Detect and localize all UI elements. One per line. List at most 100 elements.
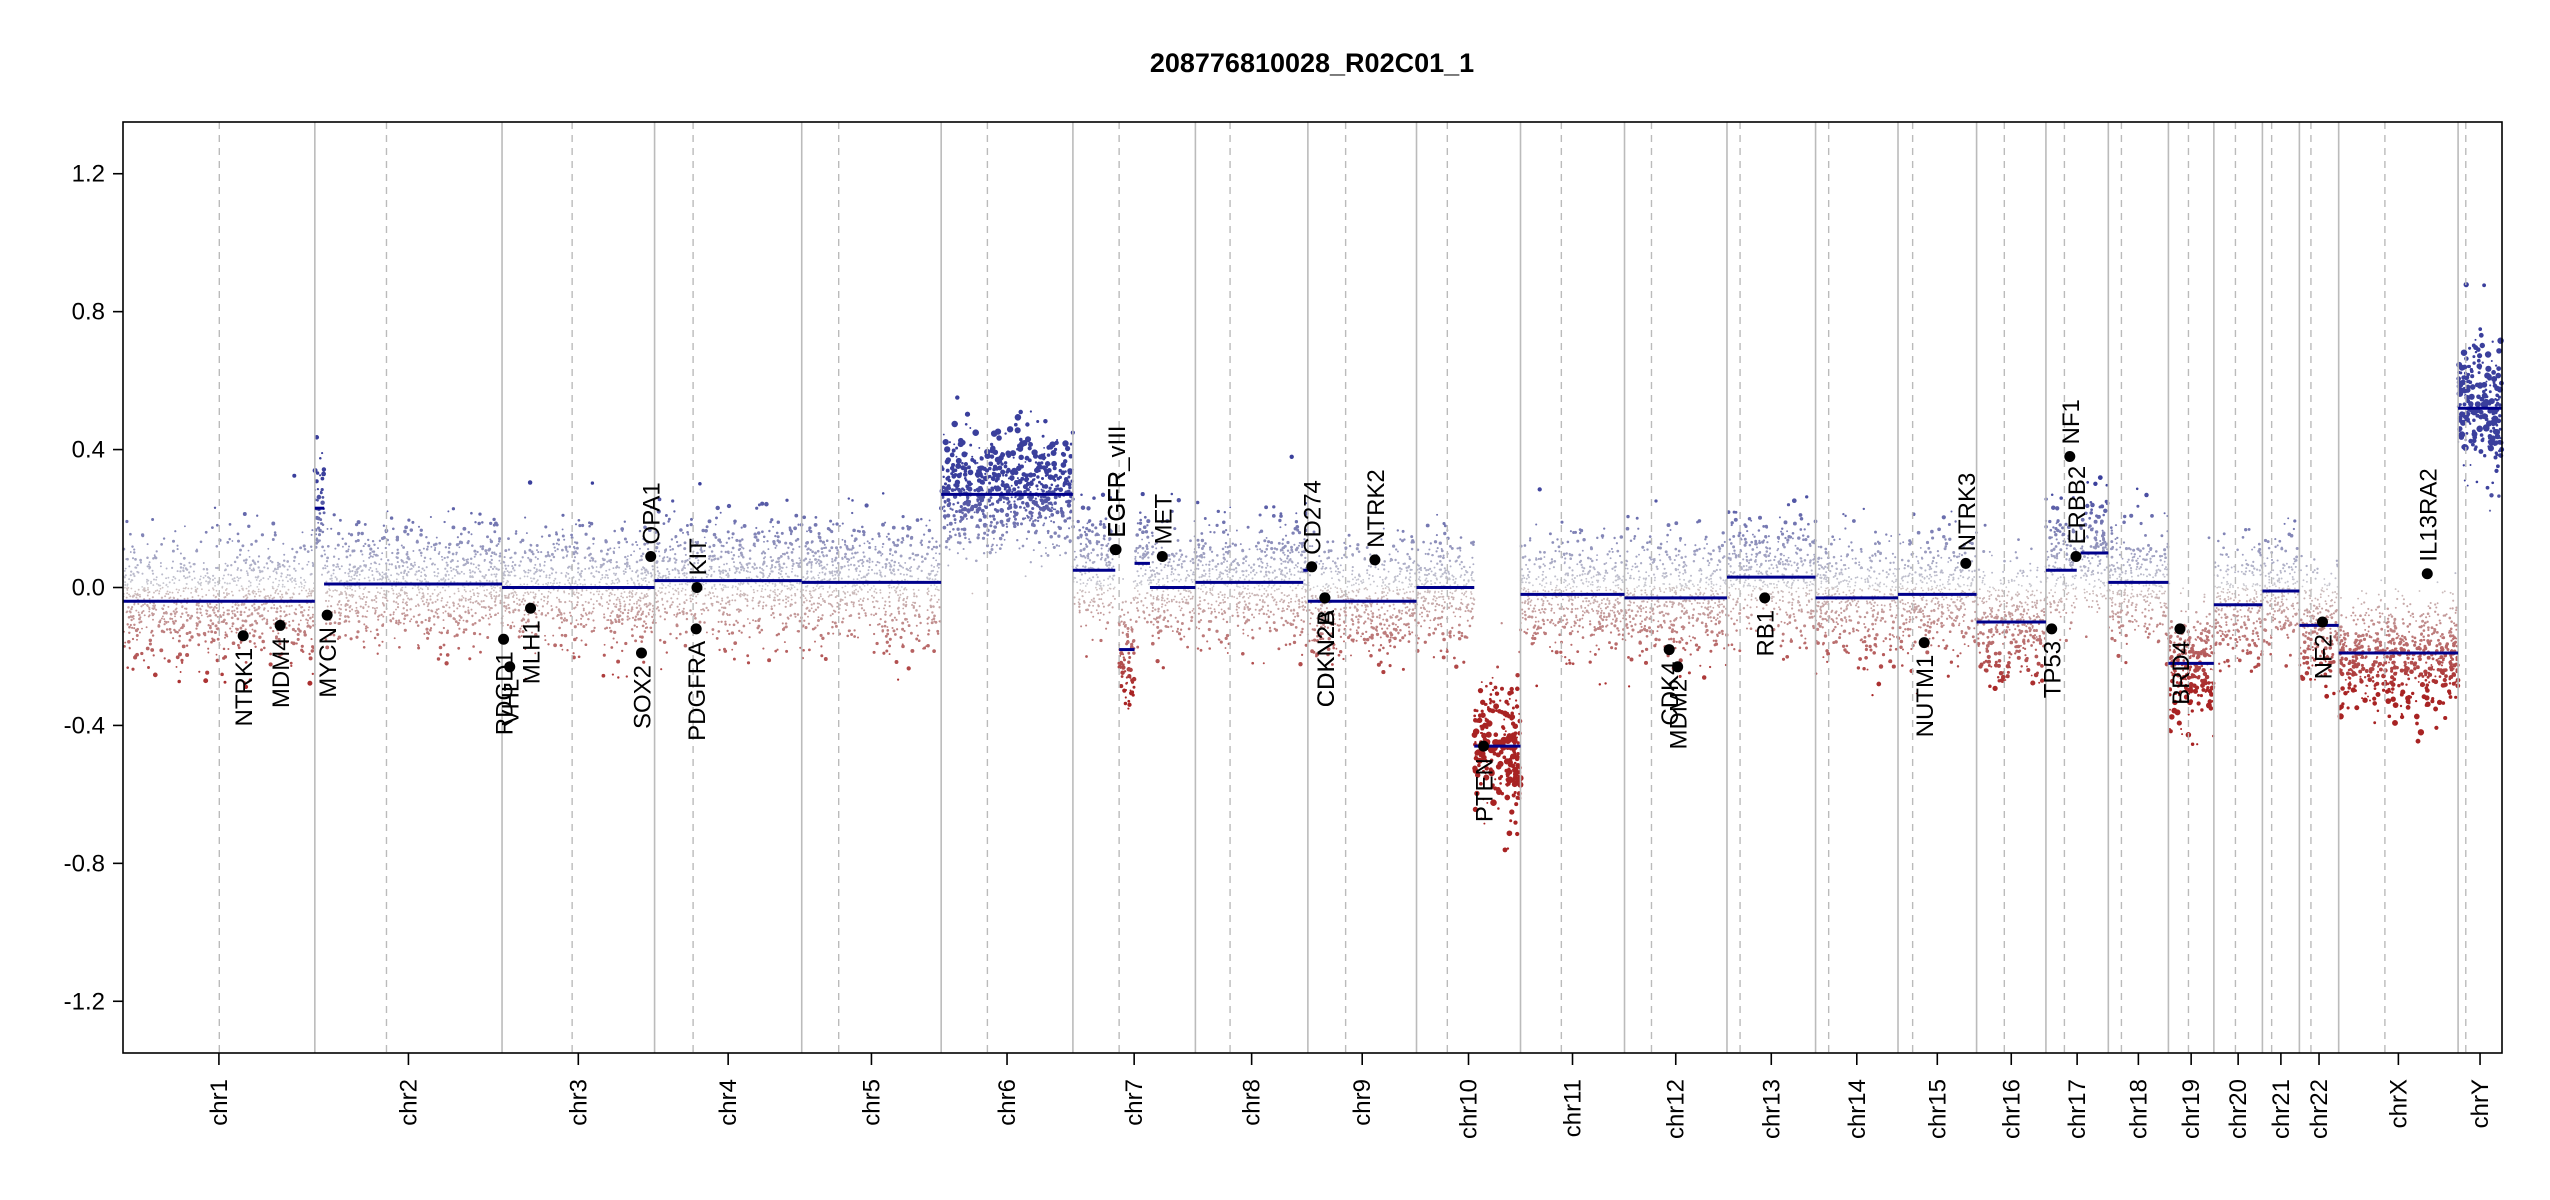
probe-point: [230, 590, 233, 593]
probe-point: [362, 560, 365, 562]
probe-point: [1005, 512, 1010, 518]
probe-point: [814, 640, 816, 643]
probe-point: [810, 577, 813, 580]
probe-point: [172, 575, 175, 578]
probe-point: [835, 587, 838, 590]
probe-point: [276, 568, 279, 570]
probe-point: [760, 628, 764, 632]
probe-point: [287, 588, 290, 591]
probe-point: [992, 529, 996, 534]
probe-point: [609, 547, 612, 550]
probe-point: [810, 566, 813, 569]
probe-point: [204, 640, 207, 643]
probe-point: [1052, 466, 1057, 471]
probe-point: [300, 648, 304, 652]
probe-point: [831, 564, 834, 567]
probe-point: [396, 556, 399, 560]
probe-point: [777, 557, 780, 560]
probe-point: [375, 568, 378, 570]
probe-point: [893, 616, 896, 619]
probe-point: [624, 571, 627, 574]
probe-point: [139, 616, 142, 619]
probe-point: [522, 594, 525, 597]
probe-point: [347, 615, 350, 619]
probe-point: [860, 577, 863, 579]
probe-point: [871, 600, 874, 603]
probe-point: [643, 525, 647, 530]
probe-point: [819, 617, 823, 621]
probe-point: [631, 606, 634, 609]
probe-point: [880, 554, 883, 557]
probe-point: [386, 575, 389, 578]
probe-point: [303, 633, 307, 637]
probe-point: [730, 551, 733, 554]
probe-point: [661, 582, 664, 585]
probe-point: [383, 604, 385, 607]
probe-point: [1059, 488, 1062, 491]
probe-point: [740, 526, 743, 529]
probe-point: [947, 486, 952, 491]
probe-point: [857, 574, 860, 577]
probe-point: [494, 597, 497, 600]
probe-point: [623, 520, 626, 523]
probe-point: [492, 523, 496, 527]
probe-point: [160, 596, 164, 599]
probe-point: [243, 611, 246, 614]
probe-point: [884, 613, 887, 616]
probe-point: [899, 635, 903, 639]
probe-point: [339, 591, 342, 593]
probe-point: [891, 559, 894, 562]
probe-point: [778, 613, 782, 616]
probe-point: [493, 573, 496, 576]
probe-point: [549, 559, 553, 562]
probe-point: [136, 638, 138, 641]
probe-point: [754, 582, 757, 585]
probe-point: [301, 614, 305, 617]
probe-point: [493, 600, 497, 603]
probe-point: [1060, 462, 1067, 468]
probe-point: [820, 550, 824, 554]
probe-point: [195, 589, 198, 592]
probe-point: [215, 523, 219, 527]
probe-point: [831, 605, 834, 608]
probe-point: [466, 558, 469, 561]
probe-point: [254, 645, 257, 648]
probe-point: [165, 610, 168, 613]
probe-point: [852, 528, 856, 533]
probe-point: [944, 459, 950, 465]
probe-point: [805, 607, 808, 610]
probe-point: [576, 583, 579, 586]
probe-point: [1053, 531, 1057, 535]
probe-point: [248, 632, 252, 635]
probe-point: [675, 637, 678, 640]
probe-point: [426, 545, 429, 548]
probe-point: [262, 577, 265, 580]
probe-point: [227, 592, 230, 595]
probe-point: [877, 532, 881, 536]
probe-point: [319, 518, 323, 522]
probe-point: [512, 595, 515, 598]
probe-point: [616, 577, 619, 580]
probe-point: [762, 575, 765, 578]
probe-point: [926, 617, 929, 621]
probe-point: [217, 593, 219, 595]
probe-point: [239, 626, 243, 630]
probe-point: [226, 582, 229, 585]
probe-point: [987, 466, 992, 471]
probe-point: [395, 619, 398, 623]
probe-point: [917, 577, 920, 580]
probe-point: [138, 593, 141, 596]
probe-point: [490, 606, 493, 610]
probe-point: [139, 558, 142, 562]
probe-point: [607, 619, 610, 621]
probe-point: [849, 614, 853, 617]
probe-point: [529, 569, 532, 572]
probe-point: [724, 570, 728, 573]
probe-point: [826, 631, 830, 635]
probe-point: [649, 506, 653, 509]
probe-point: [369, 566, 372, 569]
probe-point: [913, 601, 917, 605]
probe-point: [917, 589, 920, 592]
probe-point: [856, 578, 859, 581]
probe-point: [863, 555, 866, 558]
